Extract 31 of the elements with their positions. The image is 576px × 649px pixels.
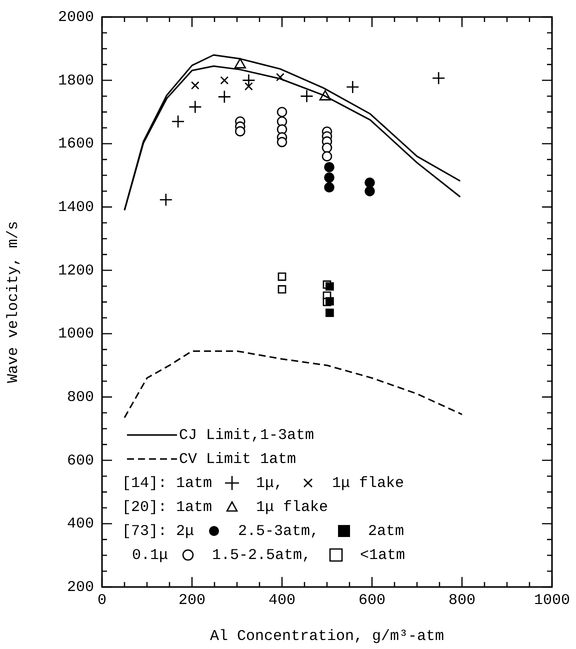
y-tick-label: 1800: [58, 72, 94, 90]
annotation: 0.1μ: [132, 546, 168, 564]
y-tick-label: 800: [66, 388, 94, 406]
x-tick-label: 200: [178, 592, 206, 609]
legend-label: 1μ,: [256, 474, 284, 492]
legend-label: 2.5-3atm,: [238, 522, 320, 540]
legend-label: <1atm: [360, 546, 406, 564]
x-tick-label: 1000: [534, 592, 570, 609]
annotation: [20]: 1atm: [122, 498, 212, 516]
legend-label: 1.5-2.5atm,: [212, 546, 312, 564]
annotation: [73]: 2μ: [122, 522, 194, 540]
x-tick-label: 0: [97, 592, 107, 609]
y-tick-label: 1600: [58, 136, 94, 153]
x-axis-title: Al Concentration, g/m³-atm: [210, 628, 444, 645]
legend-label: CV Limit 1atm: [179, 450, 296, 468]
legend-label: 1μ flake: [256, 498, 328, 516]
legend-label: 1μ flake: [332, 474, 404, 492]
y-tick-label: 1000: [58, 326, 94, 343]
annotation: [14]: 1atm: [122, 474, 212, 492]
y-axis-title: Wave velocity, m/s: [4, 220, 22, 384]
y-tick-label: 1400: [58, 198, 94, 216]
legend-label: 2atm: [368, 522, 404, 540]
y-tick-label: 1200: [58, 262, 94, 280]
x-tick-label: 800: [448, 592, 476, 609]
y-tick-label: 400: [66, 516, 94, 533]
y-tick-label: 2000: [58, 8, 94, 26]
x-tick-label: 600: [358, 592, 386, 609]
x-tick-label: 400: [268, 592, 296, 609]
y-tick-label: 600: [66, 452, 94, 470]
legend-label: CJ Limit,1-3atm: [179, 426, 314, 444]
y-tick-label: 200: [66, 578, 94, 596]
